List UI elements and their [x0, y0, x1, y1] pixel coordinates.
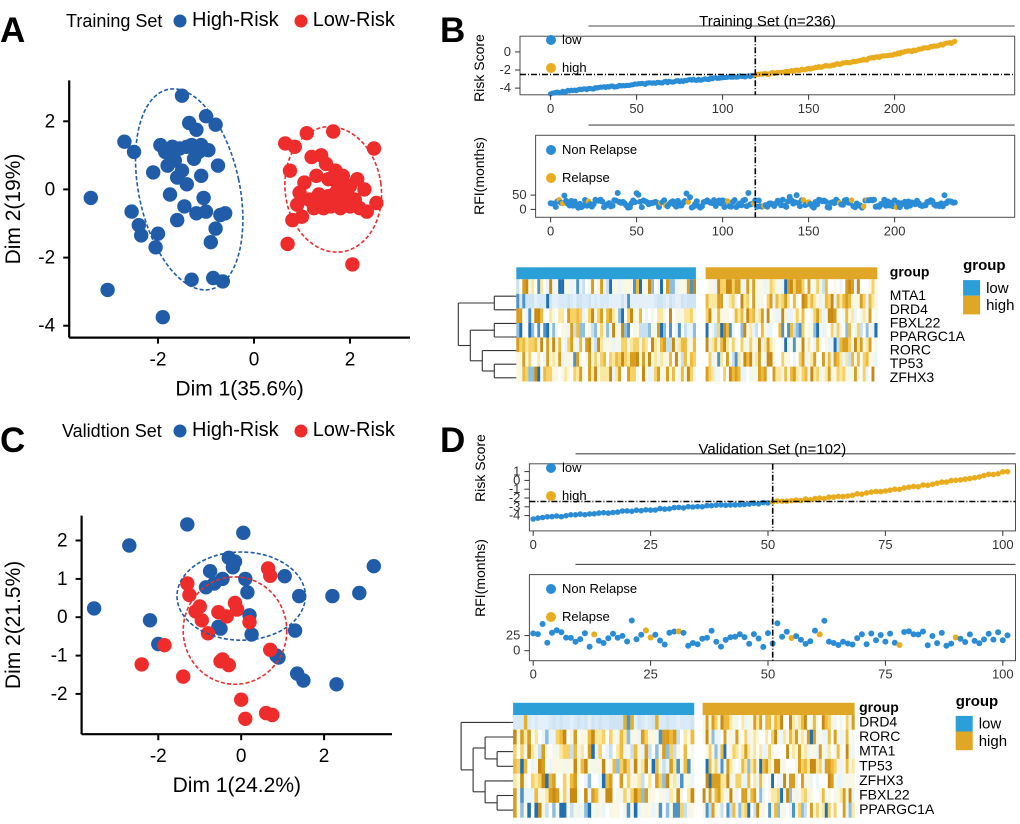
- svg-text:0: 0: [236, 746, 247, 767]
- svg-text:TP53: TP53: [859, 757, 893, 773]
- svg-text:ZFHX3: ZFHX3: [890, 369, 935, 385]
- svg-text:Dim 1(24.2%): Dim 1(24.2%): [173, 774, 301, 797]
- svg-text:low: low: [986, 280, 1009, 297]
- svg-text:-1: -1: [51, 646, 68, 667]
- svg-text:group: group: [963, 257, 1006, 274]
- svg-text:group: group: [859, 699, 899, 715]
- svg-text:DRD4: DRD4: [859, 713, 897, 729]
- svg-text:2: 2: [319, 746, 330, 767]
- svg-text:RORC: RORC: [859, 728, 900, 744]
- svg-text:1: 1: [57, 569, 68, 590]
- svg-text:Dim 1(35.6%): Dim 1(35.6%): [175, 378, 303, 401]
- svg-text:2: 2: [45, 111, 56, 132]
- svg-text:-4: -4: [38, 316, 55, 337]
- svg-text:0: 0: [249, 350, 260, 371]
- svg-text:2: 2: [345, 350, 356, 371]
- svg-text:group: group: [890, 263, 930, 279]
- svg-text:group: group: [956, 693, 999, 710]
- svg-text:-2: -2: [38, 248, 55, 269]
- svg-text:Dim 2(21.5%): Dim 2(21.5%): [2, 561, 25, 689]
- svg-text:PPARGC1A: PPARGC1A: [859, 801, 935, 817]
- svg-text:-2: -2: [51, 684, 68, 705]
- svg-text:FBXL22: FBXL22: [859, 787, 910, 803]
- svg-text:2: 2: [57, 531, 68, 552]
- svg-text:-2: -2: [150, 350, 167, 371]
- svg-text:0: 0: [45, 179, 56, 200]
- svg-text:Dim 2(19%): Dim 2(19%): [2, 154, 25, 265]
- svg-text:high: high: [979, 733, 1007, 750]
- svg-text:-2: -2: [150, 746, 167, 767]
- svg-text:low: low: [979, 716, 1002, 733]
- svg-text:ZFHX3: ZFHX3: [859, 772, 904, 788]
- svg-text:0: 0: [57, 607, 68, 628]
- svg-text:MTA1: MTA1: [859, 743, 896, 759]
- svg-text:high: high: [986, 297, 1014, 314]
